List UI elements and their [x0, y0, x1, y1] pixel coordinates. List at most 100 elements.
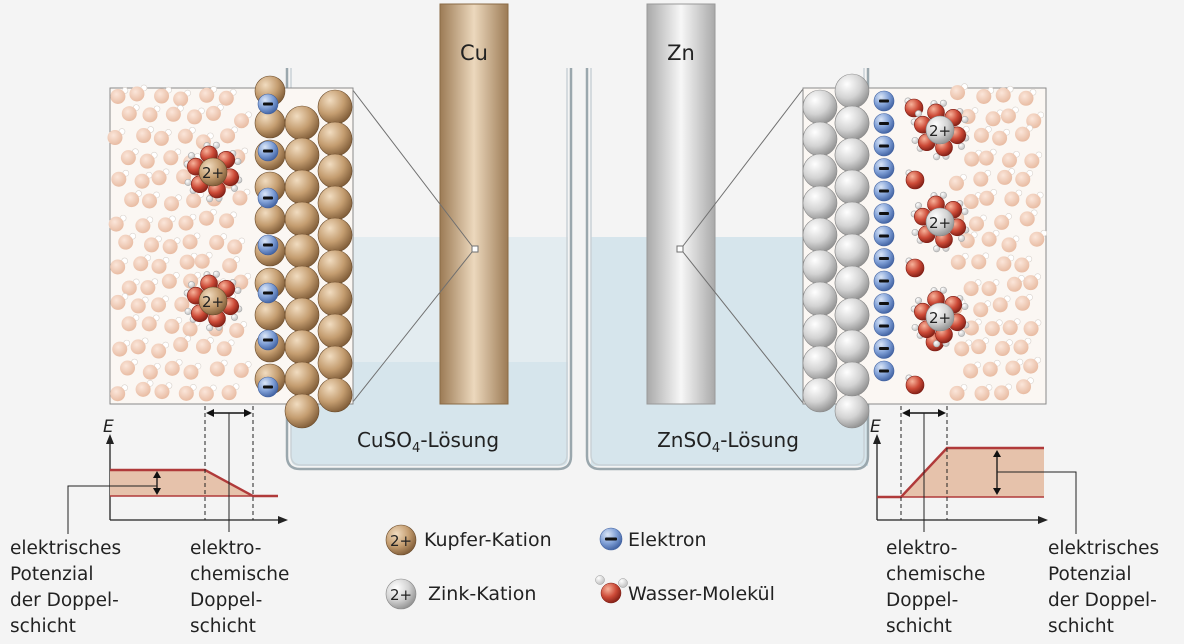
- water-molecule: [963, 281, 979, 297]
- zinc-electrode-label: Zn: [667, 41, 695, 65]
- minus-sign: [879, 369, 889, 373]
- copper-atom: [284, 169, 320, 205]
- water-molecule: [218, 90, 234, 106]
- water-molecule: [194, 253, 210, 269]
- water-molecule: [141, 316, 157, 332]
- water-molecule: [164, 318, 180, 334]
- minus-sign: [263, 196, 273, 200]
- water-molecule: [110, 259, 126, 275]
- water-molecule: [140, 280, 156, 296]
- water-molecule: [949, 385, 965, 401]
- water-hydrogen: [230, 184, 238, 192]
- copper-atom: [254, 203, 286, 235]
- water-molecule: [129, 86, 145, 102]
- water-molecule: [182, 234, 198, 250]
- zinc-cation-charge: 2+: [929, 214, 951, 232]
- zoom-connector-right: [676, 88, 804, 404]
- copper-electrode: [439, 3, 509, 405]
- water-molecule: [994, 385, 1010, 401]
- water-molecule: [1023, 321, 1039, 337]
- water-molecule: [976, 88, 992, 104]
- minus-sign: [263, 102, 273, 106]
- legend-electron: Elektron: [599, 527, 707, 551]
- zinc-atom: [802, 121, 838, 157]
- water-hydrogen: [911, 228, 919, 236]
- water-molecule: [124, 192, 140, 208]
- water-molecule: [195, 338, 211, 354]
- copper-atom: [317, 217, 353, 253]
- zinc-cation: [925, 207, 955, 237]
- copper-atom: [317, 121, 353, 157]
- water-hydrogen: [939, 99, 947, 107]
- copper-atom: [284, 329, 320, 365]
- minus-sign: [263, 338, 273, 342]
- zinc-cation: [925, 115, 955, 145]
- water-molecule: [151, 170, 167, 186]
- legend: 2+ Kupfer-Kation 2+ Zink-Kation Elektron…: [385, 524, 775, 610]
- zinc-atom: [834, 329, 870, 365]
- water-molecule: [220, 128, 236, 144]
- legend-water-label: Wasser-Molekül: [628, 583, 775, 605]
- water-hydrogen: [184, 178, 192, 186]
- zinc-atom: [802, 377, 838, 413]
- minus-sign: [879, 302, 889, 305]
- water-hydrogen: [206, 324, 214, 332]
- water-molecule: [107, 130, 123, 146]
- copper-atom: [284, 105, 320, 141]
- zinc-cation: [925, 302, 955, 332]
- zinc-atom: [834, 105, 870, 141]
- water-molecule: [139, 153, 155, 169]
- water-molecule: [971, 339, 987, 355]
- water-molecule: [120, 150, 136, 166]
- water-hydrogen: [915, 110, 923, 118]
- water-molecule: [997, 169, 1013, 185]
- water-molecule: [973, 302, 989, 318]
- zinc-atom: [834, 201, 870, 237]
- water-molecule: [1001, 237, 1017, 253]
- water-molecule: [133, 256, 149, 272]
- zinc-atom: [834, 169, 870, 205]
- water-molecule: [154, 384, 170, 400]
- water-molecule: [209, 235, 225, 251]
- water-molecule: [182, 321, 198, 337]
- minus-sign: [263, 385, 273, 389]
- water-molecule: [1000, 108, 1016, 124]
- water-molecule: [968, 216, 984, 232]
- copper-atom: [317, 153, 353, 189]
- zinc-cation-charge: 2+: [929, 309, 951, 327]
- water-molecule: [199, 87, 215, 103]
- water-molecule: [135, 381, 151, 397]
- water-molecule: [1025, 193, 1041, 209]
- zinc-electrode: [646, 3, 716, 405]
- electron-column-left: [257, 93, 279, 398]
- water-molecule: [233, 362, 249, 378]
- zinc-atom: [834, 393, 870, 429]
- copper-atom: [317, 281, 353, 317]
- water-molecule: [974, 385, 990, 401]
- copper-cation-charge: 2+: [202, 293, 224, 311]
- copper-lattice: [254, 75, 353, 429]
- water-molecule: [1002, 320, 1018, 336]
- water-molecule: [963, 194, 979, 210]
- water-molecule: [233, 274, 249, 290]
- copper-atom: [284, 393, 320, 429]
- copper-atom: [317, 249, 353, 285]
- zinc-atom: [802, 249, 838, 285]
- water-molecule: [142, 193, 158, 209]
- copper-double-layer-panel: 2+ 2+: [107, 75, 354, 429]
- zinc-cations: 2+ 2+ 2+: [904, 97, 970, 395]
- legend-zinc-cation-label: Zink-Kation: [428, 583, 536, 605]
- copper-atom: [284, 201, 320, 237]
- water-molecule: [221, 385, 237, 401]
- water-molecule: [162, 239, 178, 255]
- water-molecule: [982, 361, 998, 377]
- left-potential-graph: E: [67, 406, 288, 534]
- water-molecule: [154, 88, 170, 104]
- minus-sign: [879, 324, 889, 328]
- water-molecule: [1024, 153, 1040, 169]
- water-molecule: [178, 385, 194, 401]
- water-molecule: [1005, 360, 1021, 376]
- zinc-atom: [834, 73, 870, 109]
- copper-atom: [317, 313, 353, 349]
- water-molecule: [963, 363, 979, 379]
